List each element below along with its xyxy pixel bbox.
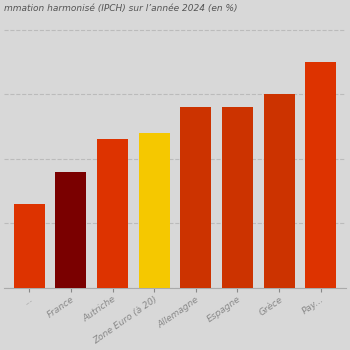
Bar xyxy=(14,204,45,288)
Bar xyxy=(222,107,253,288)
Bar xyxy=(97,139,128,288)
Bar xyxy=(55,172,86,288)
Bar xyxy=(264,94,295,288)
Bar xyxy=(139,133,170,288)
Text: mmation harmonisé (IPCH) sur l’année 2024 (en %): mmation harmonisé (IPCH) sur l’année 202… xyxy=(4,4,238,13)
Bar xyxy=(180,107,211,288)
Bar xyxy=(305,62,336,288)
